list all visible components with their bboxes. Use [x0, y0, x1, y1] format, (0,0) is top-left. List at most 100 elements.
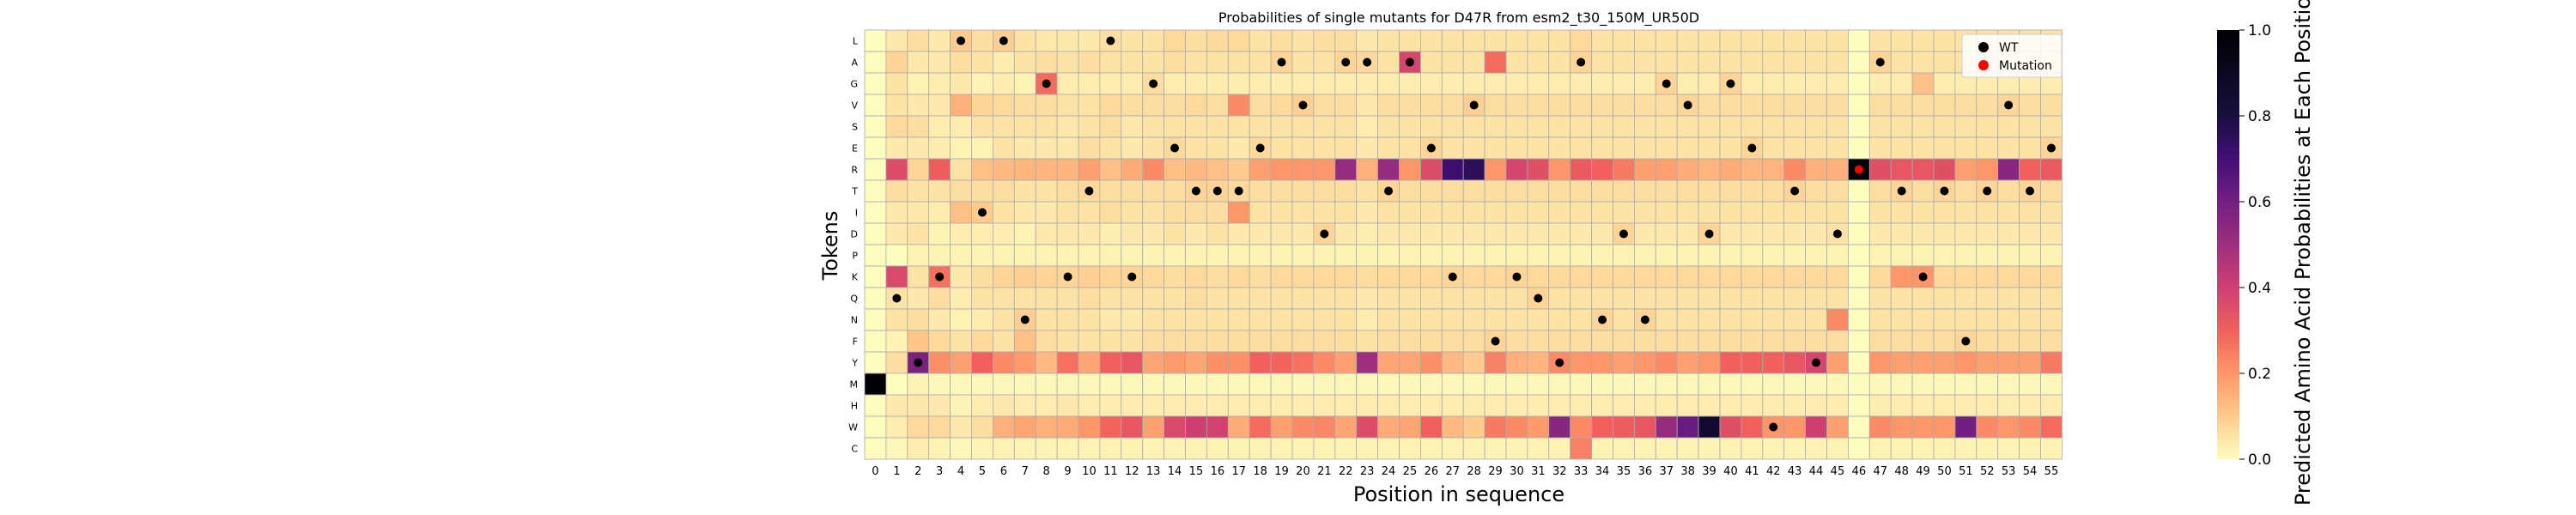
heatmap-cell — [1462, 115, 1485, 138]
heatmap-cell — [993, 394, 1015, 417]
heatmap-cell — [1890, 222, 1913, 245]
heatmap-cell — [1762, 308, 1785, 331]
heatmap-cell — [885, 394, 908, 417]
heatmap-cell — [993, 222, 1015, 245]
heatmap-cell — [1762, 437, 1785, 460]
heatmap-cell — [1121, 351, 1144, 374]
heatmap-cell — [1462, 394, 1485, 417]
heatmap-cell — [1613, 330, 1635, 353]
heatmap-cell — [1099, 265, 1122, 288]
heatmap-cell — [1163, 330, 1186, 353]
heatmap-cell — [1484, 287, 1507, 310]
heatmap-cell — [1078, 115, 1101, 138]
heatmap-cell — [928, 330, 951, 353]
heatmap-cell — [1933, 330, 1956, 353]
wt-marker — [1149, 79, 1158, 88]
heatmap-cell — [2040, 415, 2063, 439]
heatmap-cell — [1741, 158, 1764, 181]
heatmap-cell — [1035, 394, 1058, 417]
x-tick-label: 32 — [1552, 465, 1567, 478]
x-tick-label: 38 — [1680, 465, 1695, 478]
heatmap-cell — [1591, 136, 1613, 160]
heatmap-cell — [950, 308, 972, 331]
heatmap-cell — [1933, 394, 1956, 417]
heatmap-cell — [1056, 308, 1079, 331]
heatmap-cell — [1185, 330, 1207, 353]
wt-marker — [1106, 36, 1115, 45]
heatmap-cell — [1890, 201, 1913, 224]
heatmap-cell — [1035, 136, 1058, 160]
heatmap-cell — [1056, 373, 1079, 396]
heatmap-cell — [1954, 308, 1978, 331]
x-tick-label: 21 — [1317, 465, 1332, 478]
heatmap-cell — [1505, 136, 1528, 160]
heatmap-cell — [1911, 351, 1935, 374]
heatmap-cell — [1719, 244, 1742, 267]
heatmap-cell — [1826, 287, 1849, 310]
wt-marker — [2026, 186, 2035, 196]
heatmap-cell — [1270, 415, 1293, 439]
heatmap-cell — [1078, 244, 1101, 267]
heatmap-cell — [907, 158, 930, 181]
heatmap-cell — [864, 330, 887, 353]
heatmap-cell — [907, 308, 930, 331]
heatmap-cell — [1868, 136, 1892, 160]
heatmap-cell — [1185, 437, 1207, 460]
heatmap-cell — [1570, 115, 1592, 138]
heatmap-cell — [993, 437, 1015, 460]
heatmap-cell — [1783, 330, 1806, 353]
heatmap-cell — [1056, 29, 1079, 52]
wt-marker — [1704, 229, 1714, 239]
heatmap-cell — [1505, 201, 1528, 224]
heatmap-cell — [864, 136, 887, 160]
heatmap-cell — [1441, 94, 1464, 117]
heatmap-cell — [864, 415, 887, 439]
heatmap-cell — [1997, 179, 2020, 203]
heatmap-cell — [1377, 265, 1400, 288]
heatmap-cell — [1441, 351, 1464, 374]
heatmap-cell — [1035, 94, 1058, 117]
heatmap-cell — [1997, 308, 2020, 331]
heatmap-cell — [971, 308, 993, 331]
heatmap-cell — [1227, 201, 1250, 224]
heatmap-cell — [1997, 437, 2020, 460]
x-tick-label: 27 — [1445, 465, 1460, 478]
heatmap-cell — [1548, 394, 1571, 417]
y-tick-label: Q — [850, 294, 858, 305]
x-tick-label: 16 — [1211, 465, 1225, 478]
heatmap-cell — [1505, 51, 1528, 74]
heatmap-cell — [1591, 158, 1613, 181]
wt-marker — [1448, 272, 1457, 282]
heatmap-cell — [1313, 136, 1336, 160]
heatmap-cell — [1334, 29, 1358, 52]
heatmap-cell — [1163, 437, 1186, 460]
heatmap-cell — [1356, 94, 1378, 117]
heatmap-cell — [1313, 51, 1336, 74]
heatmap-cell — [1356, 308, 1378, 331]
heatmap-cell — [1719, 437, 1742, 460]
heatmap-cell — [1056, 115, 1079, 138]
heatmap-cell — [1441, 136, 1464, 160]
heatmap-cell — [1185, 72, 1207, 95]
heatmap-cell — [1505, 308, 1528, 331]
heatmap-cell — [1270, 373, 1293, 396]
wt-marker — [1363, 58, 1372, 67]
wt-marker — [1320, 229, 1329, 239]
x-tick-label: 43 — [1788, 465, 1802, 478]
heatmap-cell — [928, 287, 951, 310]
heatmap-cell — [1013, 94, 1036, 117]
heatmap-cell — [1313, 179, 1336, 203]
heatmap-cell — [1056, 51, 1079, 74]
heatmap-cell — [1249, 373, 1272, 396]
heatmap-cell — [864, 222, 887, 245]
heatmap-cell — [1527, 201, 1550, 224]
heatmap-cell — [1591, 51, 1613, 74]
heatmap-cell — [1377, 373, 1400, 396]
wt-marker — [935, 272, 945, 282]
heatmap-cell — [950, 265, 972, 288]
heatmap-cell — [2019, 265, 2041, 288]
heatmap-cell — [1249, 351, 1272, 374]
heatmap-cell — [885, 158, 908, 181]
colorbar-tick-label: 0.6 — [2248, 194, 2271, 211]
heatmap-cell — [1976, 287, 1999, 310]
